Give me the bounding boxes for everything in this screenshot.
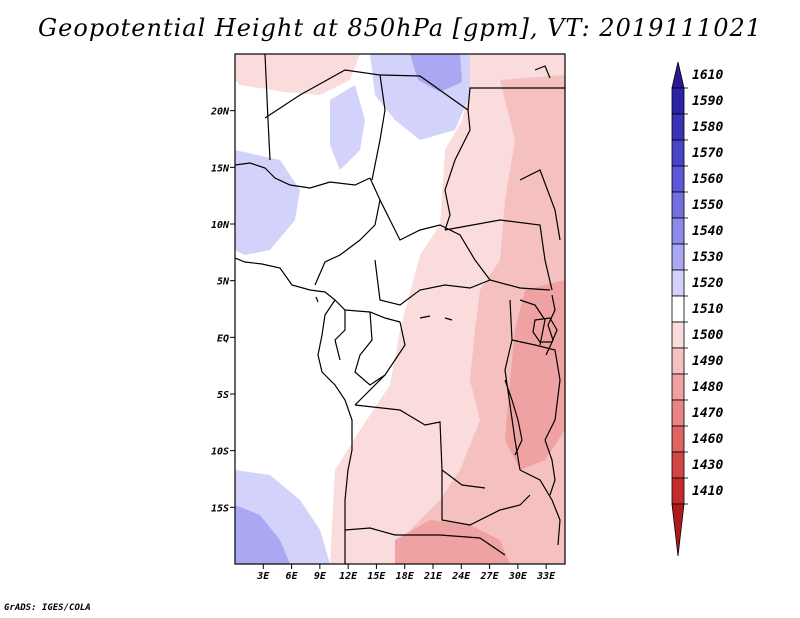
colorbar-swatch <box>671 165 685 193</box>
colorbar-label: 1530 <box>692 250 723 265</box>
border-drc-west <box>354 321 406 406</box>
border-congo <box>354 311 386 386</box>
lon-tick-label: 9E <box>314 571 327 582</box>
colorbar-label: 1580 <box>692 120 723 135</box>
coast-northeast <box>534 65 551 79</box>
lat-tick-label: 5N <box>217 277 230 288</box>
lake-tanganyika <box>504 379 523 456</box>
border-zambia <box>441 470 531 526</box>
colorbar-label: 1490 <box>692 354 723 369</box>
lon-tick-label: 21E <box>423 571 443 582</box>
cool-region-sahel <box>330 85 365 170</box>
colorbar-label: 1610 <box>692 68 723 83</box>
colorbar-swatch <box>671 347 685 375</box>
border-angola-north <box>354 404 486 489</box>
border-sudan-south <box>444 219 553 291</box>
colorbar-label: 1570 <box>692 146 723 161</box>
colorbar-swatch <box>671 87 685 115</box>
chart-title: Geopotential Height at 850hPa [gpm], VT:… <box>38 14 762 42</box>
colorbar-swatch <box>671 477 685 505</box>
lon-tick-label: 33E <box>536 571 556 582</box>
border-nw-2 <box>264 54 271 161</box>
lat-tick-label: EQ <box>217 333 229 344</box>
lat-tick-label: 10S <box>211 447 229 458</box>
warm-region-southeast <box>505 280 565 470</box>
lat-tick-label: 15N <box>211 163 230 174</box>
lat-tick-label: 20N <box>210 107 230 118</box>
lon-tick-label: 18E <box>396 571 415 582</box>
colorbar-swatch <box>671 373 685 401</box>
lon-tick-label: 12E <box>339 571 358 582</box>
colorbar-label: 1590 <box>692 94 723 109</box>
border-nw-1 <box>235 162 371 189</box>
lon-tick-label: 27E <box>480 571 500 582</box>
colorbar: 1610 1590 1580 1570 1560 1550 1540 1530 1520 1510… <box>671 61 723 557</box>
map-frame <box>234 53 566 565</box>
latitude-axis: 20N 15N 10N 5N EQ 5S 10S 15S <box>210 107 235 514</box>
cool-region-west <box>235 150 300 255</box>
colorbar-swatch <box>671 269 685 297</box>
lake-victoria <box>532 317 558 343</box>
colorbar-swatch <box>671 113 685 141</box>
border-chad-car <box>379 199 551 291</box>
colorbar-label: 1520 <box>692 276 723 291</box>
colorbar-label: 1410 <box>692 484 723 499</box>
colorbar-label: 1510 <box>692 302 723 317</box>
colorbar-swatch <box>671 243 685 271</box>
longitude-axis: 3E 6E 9E 12E 15E 18E 21E 24E 27E 30E 33E <box>256 564 556 582</box>
border-uganda <box>519 299 546 346</box>
coastline-west-africa <box>235 257 353 564</box>
lat-tick-label: 15S <box>211 503 229 514</box>
colorbar-label: 1460 <box>692 432 723 447</box>
border-ethiopia <box>519 169 561 241</box>
grads-credit: GrADS: IGES/COLA <box>4 603 91 613</box>
colorbar-swatch <box>671 295 685 323</box>
border-angola-south <box>344 527 506 556</box>
coastline-east-lake <box>545 294 556 356</box>
lat-tick-label: 10N <box>211 220 230 231</box>
colorbar-label: 1500 <box>692 328 723 343</box>
colorbar-swatch <box>671 217 685 245</box>
colorbar-top-arrow <box>671 61 685 89</box>
colorbar-swatch <box>671 425 685 453</box>
border-gabon <box>334 310 346 361</box>
border-car-drc <box>374 259 491 306</box>
height-field <box>235 54 565 564</box>
warm-region-south <box>395 520 510 564</box>
colorbar-swatch <box>671 451 685 479</box>
lon-tick-label: 6E <box>286 571 299 582</box>
border-chad-sudan <box>444 109 471 231</box>
colorbar-bottom-arrow <box>671 503 685 557</box>
river-congo <box>419 315 453 321</box>
lon-tick-label: 24E <box>451 571 471 582</box>
colorbar-swatch <box>671 321 685 349</box>
colorbar-label: 1550 <box>692 198 723 213</box>
colorbar-label: 1540 <box>692 224 723 239</box>
colorbar-swatch <box>671 399 685 427</box>
cool-region-southwest-core <box>235 505 290 564</box>
colorbar-label: 1560 <box>692 172 723 187</box>
border-east-1 <box>519 469 561 546</box>
lon-tick-label: 15E <box>367 571 386 582</box>
colorbar-label: 1430 <box>692 458 723 473</box>
colorbar-label: 1480 <box>692 380 723 395</box>
island-bioko <box>315 296 319 303</box>
colorbar-swatch <box>671 139 685 167</box>
country-boundaries <box>235 54 565 564</box>
lat-tick-label: 5S <box>217 390 229 401</box>
colorbar-swatch <box>671 191 685 219</box>
lon-tick-label: 3E <box>256 571 270 582</box>
colorbar-label: 1470 <box>692 406 723 421</box>
cool-region-sahara-core <box>410 54 462 92</box>
lon-tick-label: 30E <box>508 571 528 582</box>
lake-malawi <box>544 439 556 496</box>
border-tanzania <box>511 339 561 441</box>
